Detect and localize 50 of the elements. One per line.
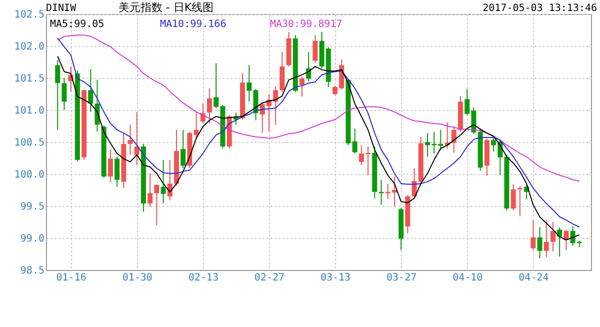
candlestick	[544, 220, 549, 258]
x-tick-label: 02-27	[254, 272, 285, 284]
candlestick	[550, 222, 556, 252]
candlestick	[108, 149, 113, 183]
candlestick	[246, 64, 252, 102]
chart-title: 美元指数 - 日K线图	[118, 1, 214, 14]
candlestick	[280, 51, 285, 93]
candlestick	[160, 159, 166, 204]
y-tick-label: 98.5	[20, 266, 44, 276]
candlestick	[510, 184, 516, 211]
candlestick	[154, 184, 160, 226]
candlestick	[55, 60, 60, 130]
x-tick-label: 04-10	[452, 272, 483, 284]
candlestick	[134, 111, 140, 166]
candlestick	[148, 172, 153, 208]
x-tick-label: 03-27	[386, 272, 417, 284]
candlestick	[128, 124, 133, 156]
candlestick	[517, 186, 522, 217]
x-tick-label: 02-13	[188, 272, 218, 284]
line-series	[57, 34, 580, 182]
line-series	[57, 38, 580, 228]
candlestick	[537, 226, 542, 259]
text: 2017-05-03 13:13:46	[482, 3, 597, 14]
y-tick-label: 99.0	[20, 234, 44, 244]
candlestick	[352, 128, 358, 154]
candlestick	[253, 88, 258, 121]
text: MA10:99.166	[160, 19, 226, 30]
candlestick	[299, 76, 304, 98]
text: MA5:99.05	[50, 19, 104, 30]
candlestick	[530, 220, 536, 251]
candlestick	[88, 68, 94, 112]
x-tick-label: 03-13	[320, 272, 351, 284]
candlestick	[207, 88, 212, 124]
y-tick-label: 100.5	[14, 138, 44, 148]
candlestick	[180, 129, 186, 169]
y-tick-label: 99.5	[20, 202, 44, 212]
y-tick-label: 101.5	[14, 74, 44, 84]
candlestick	[62, 78, 67, 110]
y-tick-label: 102.5	[14, 10, 44, 20]
y-tick-label: 100.0	[14, 170, 44, 180]
x-tick-label: 01-30	[122, 272, 152, 284]
y-tick-label: 101.0	[14, 106, 44, 116]
candlestick	[194, 112, 199, 139]
x-tick-label: 01-16	[56, 272, 86, 284]
candlestick	[312, 34, 318, 64]
x-tick-label: 04-24	[518, 272, 549, 284]
text: MA30:99.8917	[270, 19, 342, 30]
text: DINIW	[46, 3, 78, 14]
y-tick-label: 102.0	[14, 42, 44, 52]
candlestick	[114, 156, 120, 188]
